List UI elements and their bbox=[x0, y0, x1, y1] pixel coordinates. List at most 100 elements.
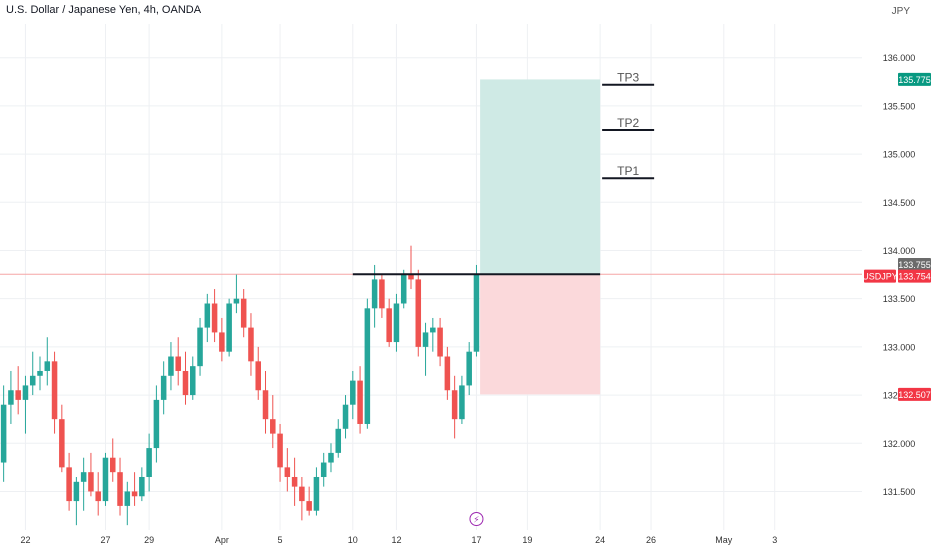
candle-body bbox=[117, 472, 123, 506]
candle-body bbox=[44, 361, 51, 371]
candle-body bbox=[262, 390, 269, 420]
candle-body bbox=[131, 491, 138, 497]
candle-body bbox=[146, 448, 152, 477]
x-tick-label: 22 bbox=[20, 535, 30, 545]
candle-body bbox=[430, 327, 436, 333]
candle-body bbox=[364, 308, 371, 424]
candle-body bbox=[226, 303, 232, 352]
candle-body bbox=[80, 472, 87, 482]
x-tick-label: Apr bbox=[215, 535, 229, 545]
candle-body bbox=[473, 274, 480, 352]
chart-title: U.S. Dollar / Japanese Yen, 4h, OANDA bbox=[6, 4, 202, 16]
stop-price-tag-text: 132.507 bbox=[898, 390, 931, 400]
candle-body bbox=[22, 385, 29, 400]
candle-body bbox=[73, 481, 80, 502]
y-tick-label: 134.000 bbox=[883, 246, 916, 256]
y-tick-label: 134.500 bbox=[883, 198, 916, 208]
x-tick-label: 12 bbox=[391, 535, 401, 545]
x-tick-label: 29 bbox=[144, 535, 154, 545]
candle-body bbox=[386, 308, 392, 343]
candle-body bbox=[102, 457, 109, 502]
candle-body bbox=[88, 472, 94, 492]
candle-body bbox=[59, 419, 65, 468]
take-profit-label: TP2 bbox=[617, 116, 639, 130]
x-tick-label: 27 bbox=[100, 535, 110, 545]
candle-body bbox=[306, 501, 312, 511]
event-icon bbox=[469, 512, 484, 526]
y-tick-label: 136.000 bbox=[883, 53, 916, 63]
candle-body bbox=[233, 298, 240, 304]
candle-body bbox=[37, 370, 43, 376]
target-price-tag-text: 135.775 bbox=[898, 75, 931, 85]
x-tick-label: May bbox=[715, 535, 733, 545]
candle-body bbox=[357, 380, 363, 424]
candle-body bbox=[160, 375, 167, 400]
candle-body bbox=[459, 385, 465, 420]
candle-body bbox=[182, 370, 189, 396]
symbol-tag bbox=[864, 269, 896, 283]
candle-body bbox=[153, 399, 160, 449]
candle-body bbox=[320, 462, 327, 477]
x-tick-label: 3 bbox=[772, 535, 777, 545]
take-profit-label: TP1 bbox=[617, 164, 639, 178]
candle-body bbox=[248, 327, 254, 362]
candle-body bbox=[379, 279, 385, 309]
axis-currency-label: JPY bbox=[891, 6, 910, 17]
candle-body bbox=[415, 279, 422, 347]
candle-body bbox=[8, 390, 14, 405]
candle-body bbox=[190, 366, 196, 396]
x-tick-label: 10 bbox=[348, 535, 358, 545]
candle-body bbox=[342, 404, 349, 429]
candle-body bbox=[371, 279, 378, 309]
x-tick-label: 5 bbox=[278, 535, 283, 545]
y-tick-label: 131.500 bbox=[883, 487, 916, 497]
candle-body bbox=[350, 380, 356, 405]
candle-body bbox=[168, 356, 174, 376]
candle-body bbox=[444, 356, 451, 391]
x-tick-label: 17 bbox=[471, 535, 481, 545]
candle-body bbox=[255, 361, 262, 391]
candle-body bbox=[51, 361, 58, 420]
symbol-tag-text: USDJPY bbox=[862, 272, 898, 282]
candle-body bbox=[408, 274, 414, 280]
entry-price-tag bbox=[898, 257, 931, 271]
candle-body bbox=[66, 467, 72, 502]
candle-body bbox=[335, 428, 342, 453]
x-tick-label: 26 bbox=[646, 535, 656, 545]
candle-body bbox=[139, 476, 145, 497]
y-tick-label: 135.500 bbox=[883, 101, 916, 111]
x-tick-label: 19 bbox=[522, 535, 532, 545]
candle-body bbox=[109, 457, 116, 473]
candle-body bbox=[284, 467, 291, 477]
y-tick-label: 133.000 bbox=[883, 342, 916, 352]
stop-price-tag bbox=[898, 387, 931, 401]
y-tick-label: 132.000 bbox=[883, 439, 916, 449]
x-tick-label: 24 bbox=[595, 535, 605, 545]
take-profit-label: TP3 bbox=[617, 71, 639, 85]
candle-body bbox=[124, 491, 131, 506]
candle-body bbox=[299, 486, 305, 502]
candle-body bbox=[204, 303, 211, 328]
entry-price-tag-text: 133.755 bbox=[898, 260, 931, 270]
candle-body bbox=[95, 491, 101, 502]
candle-body bbox=[328, 452, 334, 463]
candle-body bbox=[219, 332, 225, 352]
y-tick-label: 135.000 bbox=[883, 150, 916, 160]
last-price-tag-text: 133.754 bbox=[898, 272, 931, 282]
candle-body bbox=[0, 404, 7, 463]
candle-body bbox=[291, 476, 298, 487]
lightning-icon: ⚡ bbox=[473, 516, 479, 526]
candle-body bbox=[400, 274, 407, 304]
candle-body bbox=[175, 356, 181, 371]
loss-zone bbox=[480, 274, 601, 395]
last-price-tag bbox=[898, 269, 931, 283]
candle-body bbox=[240, 298, 247, 328]
candle-body bbox=[29, 375, 36, 386]
candle-body bbox=[270, 419, 276, 434]
target-price-tag bbox=[898, 72, 931, 86]
candle-body bbox=[437, 327, 443, 357]
candle-body bbox=[313, 476, 320, 511]
candle-body bbox=[197, 327, 203, 367]
candle-body bbox=[277, 433, 283, 468]
